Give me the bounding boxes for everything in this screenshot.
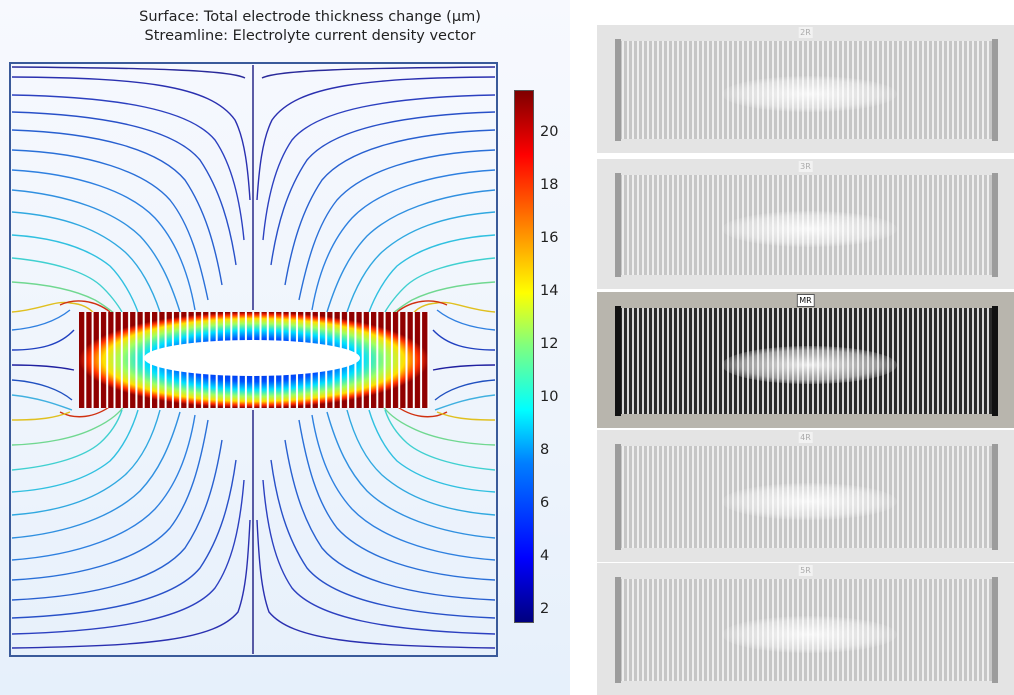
title-streamline: Streamline: Electrolyte current density … [144, 28, 476, 44]
photo-2r: 2R [597, 25, 1014, 153]
electrode-surface [79, 312, 429, 408]
colorbar-tick: 20 [540, 124, 559, 140]
colorbar-tick: 2 [540, 601, 550, 617]
photo-5r: 5R [597, 563, 1014, 695]
colorbar-tick: 6 [540, 495, 550, 511]
photo-label: 3R [798, 161, 813, 172]
colorbar-tick: 14 [540, 283, 559, 299]
plot-frame [9, 62, 498, 657]
colorbar-tick: 10 [540, 389, 559, 405]
colorbar-tick: 16 [540, 230, 559, 246]
sample-photos: 2R 3R MR 4R 5R [597, 25, 1014, 695]
photo-label: MR [796, 294, 815, 307]
colorbar-tick: 8 [540, 442, 550, 458]
colorbar-tick: 18 [540, 177, 559, 193]
streamlines [11, 65, 496, 654]
photo-4r: 4R [597, 430, 1014, 562]
photo-3r: 3R [597, 159, 1014, 289]
colorbar-tick: 12 [540, 336, 559, 352]
photo-label: 2R [798, 27, 813, 38]
photo-label: 5R [798, 565, 813, 576]
title-surface: Surface: Total electrode thickness chang… [139, 9, 481, 25]
photo-label: 4R [798, 432, 813, 443]
colorbar [514, 90, 534, 623]
streamline-plot [9, 62, 498, 657]
photo-mr: MR [597, 292, 1014, 428]
colorbar-tick: 4 [540, 548, 550, 564]
